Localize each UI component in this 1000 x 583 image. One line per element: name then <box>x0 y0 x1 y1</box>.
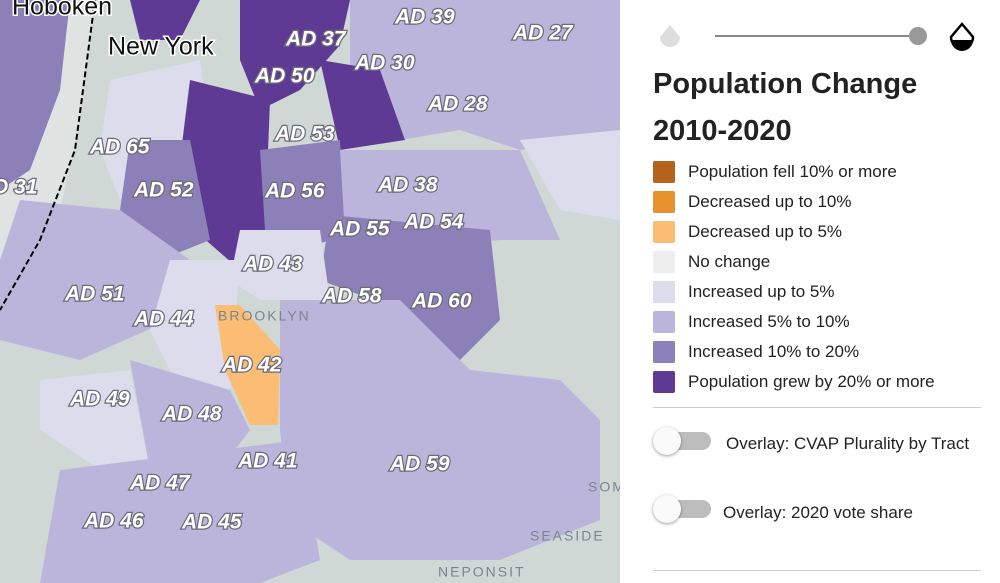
legend-title: 2010-2020 <box>653 115 792 147</box>
legend-swatch <box>653 161 675 183</box>
district-label: AD 65 <box>89 136 150 159</box>
legend-swatch <box>653 371 675 393</box>
water <box>0 380 40 583</box>
map: Hoboken New York BROOKLYN SOM SEASIDE NE… <box>0 0 620 583</box>
low-opacity-icon <box>660 25 680 47</box>
legend-swatch <box>653 251 675 273</box>
district-area <box>520 130 620 220</box>
district-label: AD 27 <box>512 22 574 45</box>
district-label: AD 59 <box>389 453 450 476</box>
high-opacity-icon <box>951 40 973 51</box>
district-label: AD 52 <box>133 179 194 202</box>
district-area <box>0 200 190 360</box>
district-area <box>40 440 320 583</box>
legend-label: No change <box>688 252 771 271</box>
district-label: AD 43 <box>242 253 303 276</box>
district-label: AD 41 <box>237 450 298 473</box>
district-label: AD 49 <box>69 388 130 411</box>
legend-swatch <box>653 341 675 363</box>
legend-swatch <box>653 191 675 213</box>
district-label: AD 58 <box>321 285 382 308</box>
district-label: AD 50 <box>254 65 315 88</box>
place-label: SOM <box>588 479 620 495</box>
legend-item: Increased up to 5% <box>653 280 834 304</box>
toggle[interactable] <box>653 495 711 523</box>
district-area <box>40 370 150 470</box>
district-label: AD 54 <box>403 211 464 234</box>
district-label: AD 46 <box>83 510 144 533</box>
place-label: New York <box>108 33 214 61</box>
toggle-label: Overlay: CVAP Plurality by Tract <box>726 434 970 453</box>
legend-swatch <box>653 221 675 243</box>
district-area <box>0 0 70 190</box>
legend-label: Increased up to 5% <box>688 282 835 301</box>
legend-label: Decreased up to 10% <box>688 192 852 211</box>
district-label: AD 48 <box>161 403 222 426</box>
legend-label: Increased 10% to 20% <box>688 342 860 361</box>
legend-item: Decreased up to 5% <box>653 220 842 244</box>
legend-item: Population grew by 20% or more <box>653 370 935 394</box>
district-label: AD 44 <box>133 308 194 331</box>
district-label: AD 31 <box>0 176 38 199</box>
district-area <box>130 360 250 470</box>
district-area <box>320 215 500 360</box>
legend-swatch <box>653 311 675 333</box>
opacity-slider[interactable] <box>620 0 1000 70</box>
district-label: AD 38 <box>377 174 438 197</box>
legend-item: Decreased up to 10% <box>653 190 852 214</box>
divider <box>653 570 981 571</box>
district-area <box>130 0 200 40</box>
district-label: AD 37 <box>285 28 347 51</box>
place-label: Hoboken <box>12 0 112 21</box>
district-area <box>320 60 405 150</box>
legend-item: Increased 10% to 20% <box>653 340 859 364</box>
control-panel: Population Change 2010-2020 Population f… <box>620 0 1000 583</box>
toggle[interactable] <box>653 427 711 455</box>
district-label: AD 60 <box>411 290 472 313</box>
legend-label: Population fell 10% or more <box>688 162 897 181</box>
state-border <box>0 0 96 311</box>
divider <box>653 407 981 408</box>
district-label: AD 56 <box>264 180 325 203</box>
district-area <box>350 0 620 150</box>
legend-item: Population fell 10% or more <box>653 160 897 184</box>
place-label: BROOKLYN <box>218 308 311 324</box>
place-label: SEASIDE <box>530 528 605 544</box>
district-label: AD 39 <box>394 6 455 29</box>
place-label: NEPONSIT <box>438 564 526 580</box>
district-area <box>240 0 350 110</box>
district-label: AD 42 <box>221 354 282 377</box>
district-label: AD 55 <box>329 218 390 241</box>
legend-label: Increased 5% to 10% <box>688 312 850 331</box>
district-area <box>150 260 240 390</box>
district-label: AD 28 <box>427 93 488 116</box>
district-area <box>230 230 330 300</box>
legend-title: Population Change <box>653 68 918 100</box>
legend-swatch <box>653 281 675 303</box>
district-area <box>280 300 600 560</box>
legend-item: No change <box>653 250 770 274</box>
district-area <box>215 305 280 425</box>
district-label: AD 53 <box>274 123 335 146</box>
district-label: AD 30 <box>354 52 415 75</box>
legend-item: Increased 5% to 10% <box>653 310 850 334</box>
legend-label: Population grew by 20% or more <box>688 372 935 391</box>
slider-thumb[interactable] <box>909 27 927 45</box>
district-area <box>260 140 345 250</box>
legend-label: Decreased up to 5% <box>688 222 843 241</box>
toggle-label: Overlay: 2020 vote share <box>723 503 913 522</box>
district-label: AD 47 <box>129 472 191 495</box>
district-label: AD 45 <box>181 511 242 534</box>
district-label: AD 51 <box>64 283 125 306</box>
